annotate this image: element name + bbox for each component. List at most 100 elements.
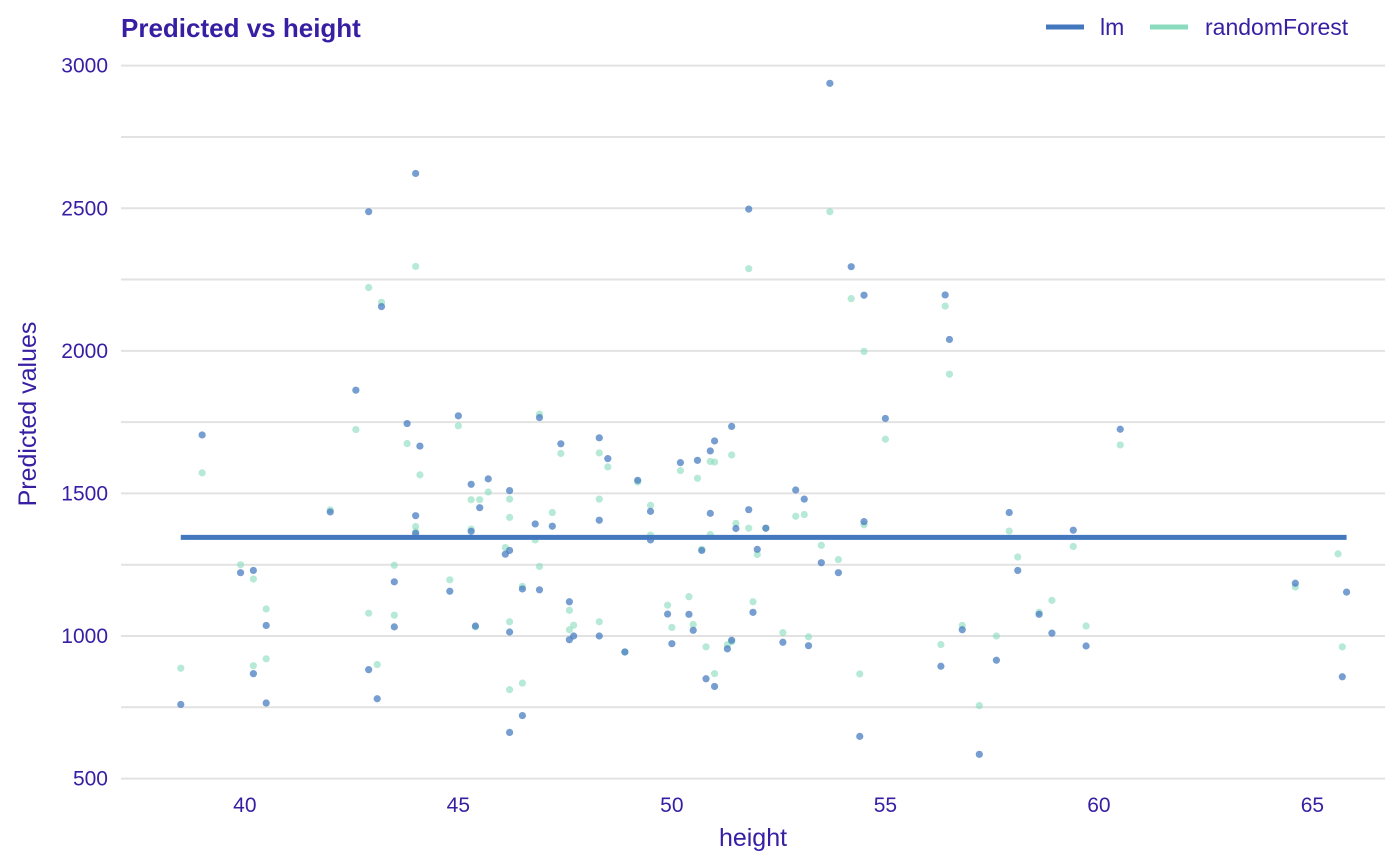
point-lm-10 [365, 666, 373, 674]
points-layer [177, 79, 1351, 758]
point-lm-17 [412, 512, 420, 520]
point-randomforest-6 [262, 605, 270, 613]
point-lm-7 [326, 508, 334, 516]
y-tick-label-4: 2500 [61, 197, 108, 220]
point-randomforest-85 [945, 370, 954, 378]
point-lm-14 [390, 623, 398, 631]
point-randomforest-28 [505, 495, 514, 503]
point-lm-23 [467, 527, 475, 535]
point-randomforest-20 [446, 576, 454, 584]
point-randomforest-37 [548, 508, 556, 517]
point-lm-25 [476, 504, 484, 512]
point-lm-64 [728, 636, 736, 644]
point-lm-33 [518, 585, 527, 593]
point-lm-20 [446, 587, 454, 595]
point-randomforest-84 [941, 302, 949, 310]
point-lm-56 [698, 546, 706, 555]
point-lm-73 [800, 495, 808, 503]
point-randomforest-74 [804, 633, 813, 641]
point-lm-71 [779, 638, 787, 646]
point-randomforest-82 [881, 435, 889, 443]
point-lm-51 [668, 640, 676, 648]
point-lm-98 [1342, 588, 1351, 596]
point-lm-69 [753, 545, 761, 553]
point-lm-26 [484, 475, 492, 483]
point-lm-96 [1291, 579, 1299, 587]
x-tick-label-5: 65 [1301, 794, 1324, 817]
point-randomforest-10 [365, 609, 373, 617]
point-randomforest-78 [847, 295, 855, 303]
point-lm-86 [958, 626, 966, 634]
point-randomforest-29 [505, 618, 514, 626]
point-lm-5 [262, 699, 270, 707]
point-randomforest-68 [749, 598, 757, 606]
point-lm-9 [365, 208, 373, 216]
point-lm-8 [352, 386, 360, 394]
point-randomforest-72 [792, 512, 800, 520]
point-lm-54 [689, 626, 697, 634]
point-lm-84 [941, 291, 949, 299]
y-tick-label-1: 1000 [61, 625, 108, 648]
point-lm-41 [570, 632, 578, 640]
point-randomforest-90 [1014, 553, 1022, 561]
y-tick-label-2: 1500 [61, 482, 108, 505]
point-randomforest-32 [518, 679, 527, 687]
point-randomforest-44 [595, 618, 603, 626]
x-tick-label-1: 45 [447, 794, 470, 817]
point-lm-85 [945, 335, 954, 344]
y-tick-label-5: 3000 [61, 55, 108, 78]
point-lm-35 [535, 413, 544, 422]
point-lm-91 [1035, 610, 1043, 618]
point-lm-72 [792, 486, 800, 494]
point-randomforest-31 [505, 513, 514, 521]
point-randomforest-63 [728, 451, 736, 459]
point-lm-93 [1069, 526, 1077, 534]
point-lm-13 [390, 578, 398, 586]
point-lm-40 [565, 598, 573, 606]
point-lm-63 [728, 422, 736, 431]
point-lm-97 [1338, 673, 1346, 681]
point-lm-87 [975, 750, 983, 758]
point-lm-2 [236, 569, 245, 577]
point-lm-0 [177, 700, 185, 709]
point-lm-38 [557, 440, 565, 448]
point-randomforest-55 [693, 474, 702, 482]
point-lm-80 [860, 291, 868, 299]
legend: lm randomForest [1046, 14, 1349, 40]
point-randomforest-66 [745, 524, 753, 532]
point-lm-95 [1116, 425, 1124, 433]
x-tick-labels: 40 45 50 55 60 65 [233, 794, 1324, 817]
point-randomforest-76 [826, 208, 834, 216]
point-randomforest-5 [262, 655, 270, 663]
point-lm-67 [745, 205, 753, 213]
point-lm-22 [467, 480, 475, 488]
y-tick-label-3: 2000 [61, 340, 108, 363]
point-randomforest-65 [732, 519, 740, 527]
point-randomforest-42 [595, 449, 603, 457]
point-randomforest-79 [856, 670, 864, 678]
legend-label-lm: lm [1100, 14, 1124, 40]
point-randomforest-13 [390, 561, 398, 569]
point-lm-52 [676, 459, 685, 467]
y-tick-label-0: 500 [73, 768, 108, 791]
point-lm-12 [377, 303, 386, 311]
point-randomforest-50 [663, 601, 672, 609]
point-lm-1 [198, 431, 206, 439]
point-lm-90 [1014, 566, 1022, 575]
point-lm-48 [646, 507, 655, 515]
point-randomforest-43 [595, 495, 603, 503]
point-randomforest-11 [373, 660, 381, 669]
point-lm-21 [454, 412, 462, 420]
point-lm-77 [834, 569, 843, 577]
point-lm-60 [710, 437, 719, 445]
point-lm-28 [505, 546, 514, 555]
point-randomforest-80 [860, 347, 868, 356]
point-lm-36 [535, 586, 544, 594]
point-lm-59 [706, 509, 714, 517]
point-lm-43 [595, 516, 603, 524]
point-randomforest-0 [177, 664, 185, 672]
point-lm-29 [505, 628, 514, 636]
grid-layer [121, 64, 1385, 780]
point-randomforest-2 [236, 561, 245, 569]
point-randomforest-83 [937, 640, 945, 649]
